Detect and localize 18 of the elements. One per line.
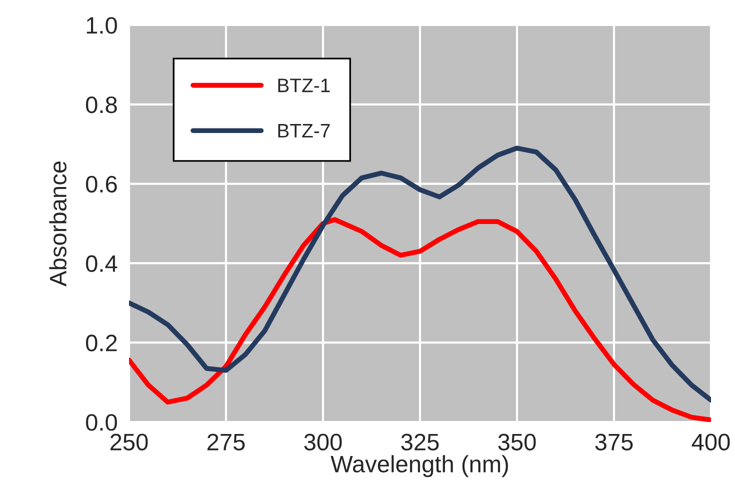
x-axis-title: Wavelength (nm) xyxy=(330,455,508,478)
y-tick-label: 0.8 xyxy=(86,96,117,114)
legend-label: BTZ-7 xyxy=(278,124,330,138)
x-tick-label: 300 xyxy=(304,434,342,450)
y-tick-label: 0.2 xyxy=(86,334,117,352)
x-tick-label: 250 xyxy=(110,434,148,450)
y-axis-title: Absorbance xyxy=(49,162,67,286)
x-tick-label: 325 xyxy=(401,434,439,450)
y-tick-label: 1.0 xyxy=(86,17,117,34)
y-tick-label: 0.0 xyxy=(86,414,117,431)
y-tick-label: 0.4 xyxy=(86,255,118,272)
x-tick-label: 400 xyxy=(692,434,730,450)
line-series xyxy=(129,146,711,403)
x-tick-label: 375 xyxy=(595,434,633,450)
x-tick-label: 275 xyxy=(207,434,245,450)
y-tick-label: 0.6 xyxy=(86,176,117,193)
legend-label: BTZ-1 xyxy=(278,78,330,92)
x-tick-label: 350 xyxy=(498,434,536,450)
